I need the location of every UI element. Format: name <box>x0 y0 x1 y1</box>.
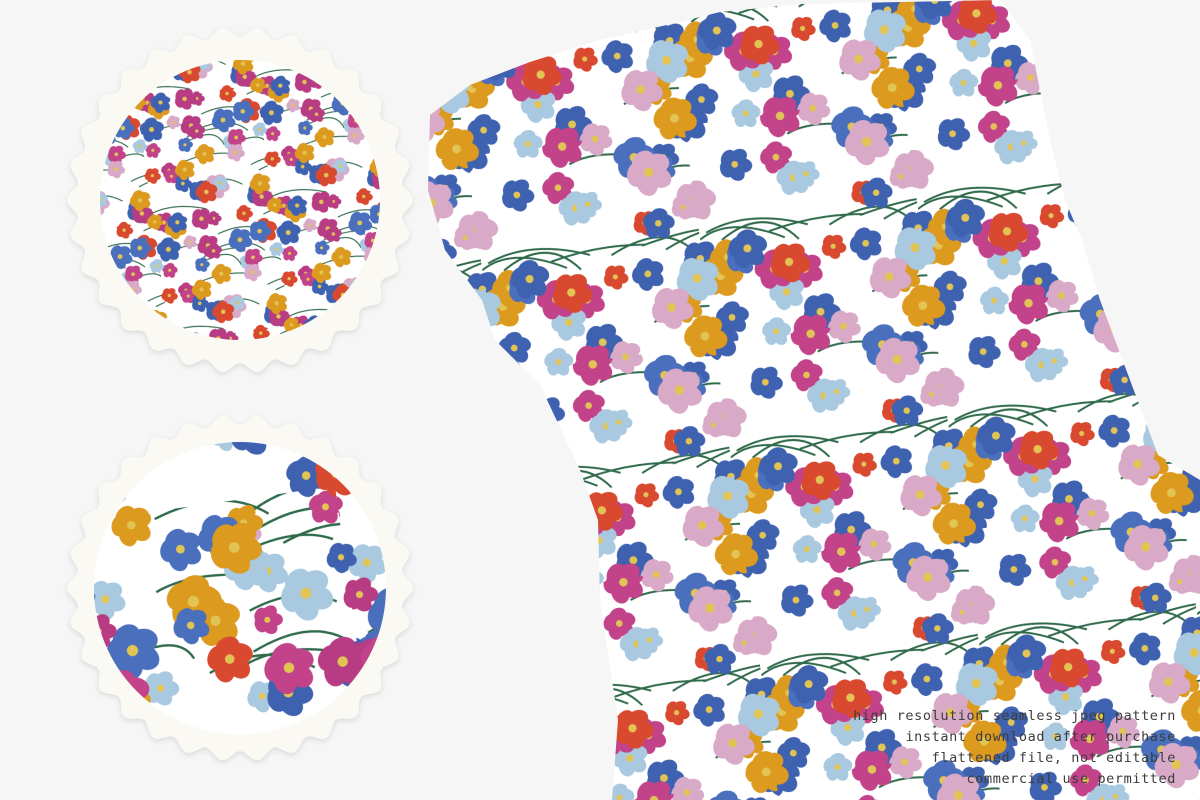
mockup: high resolution seamless jpeg pattern in… <box>67 0 1200 800</box>
page: high resolution seamless jpeg pattern in… <box>67 0 1200 800</box>
